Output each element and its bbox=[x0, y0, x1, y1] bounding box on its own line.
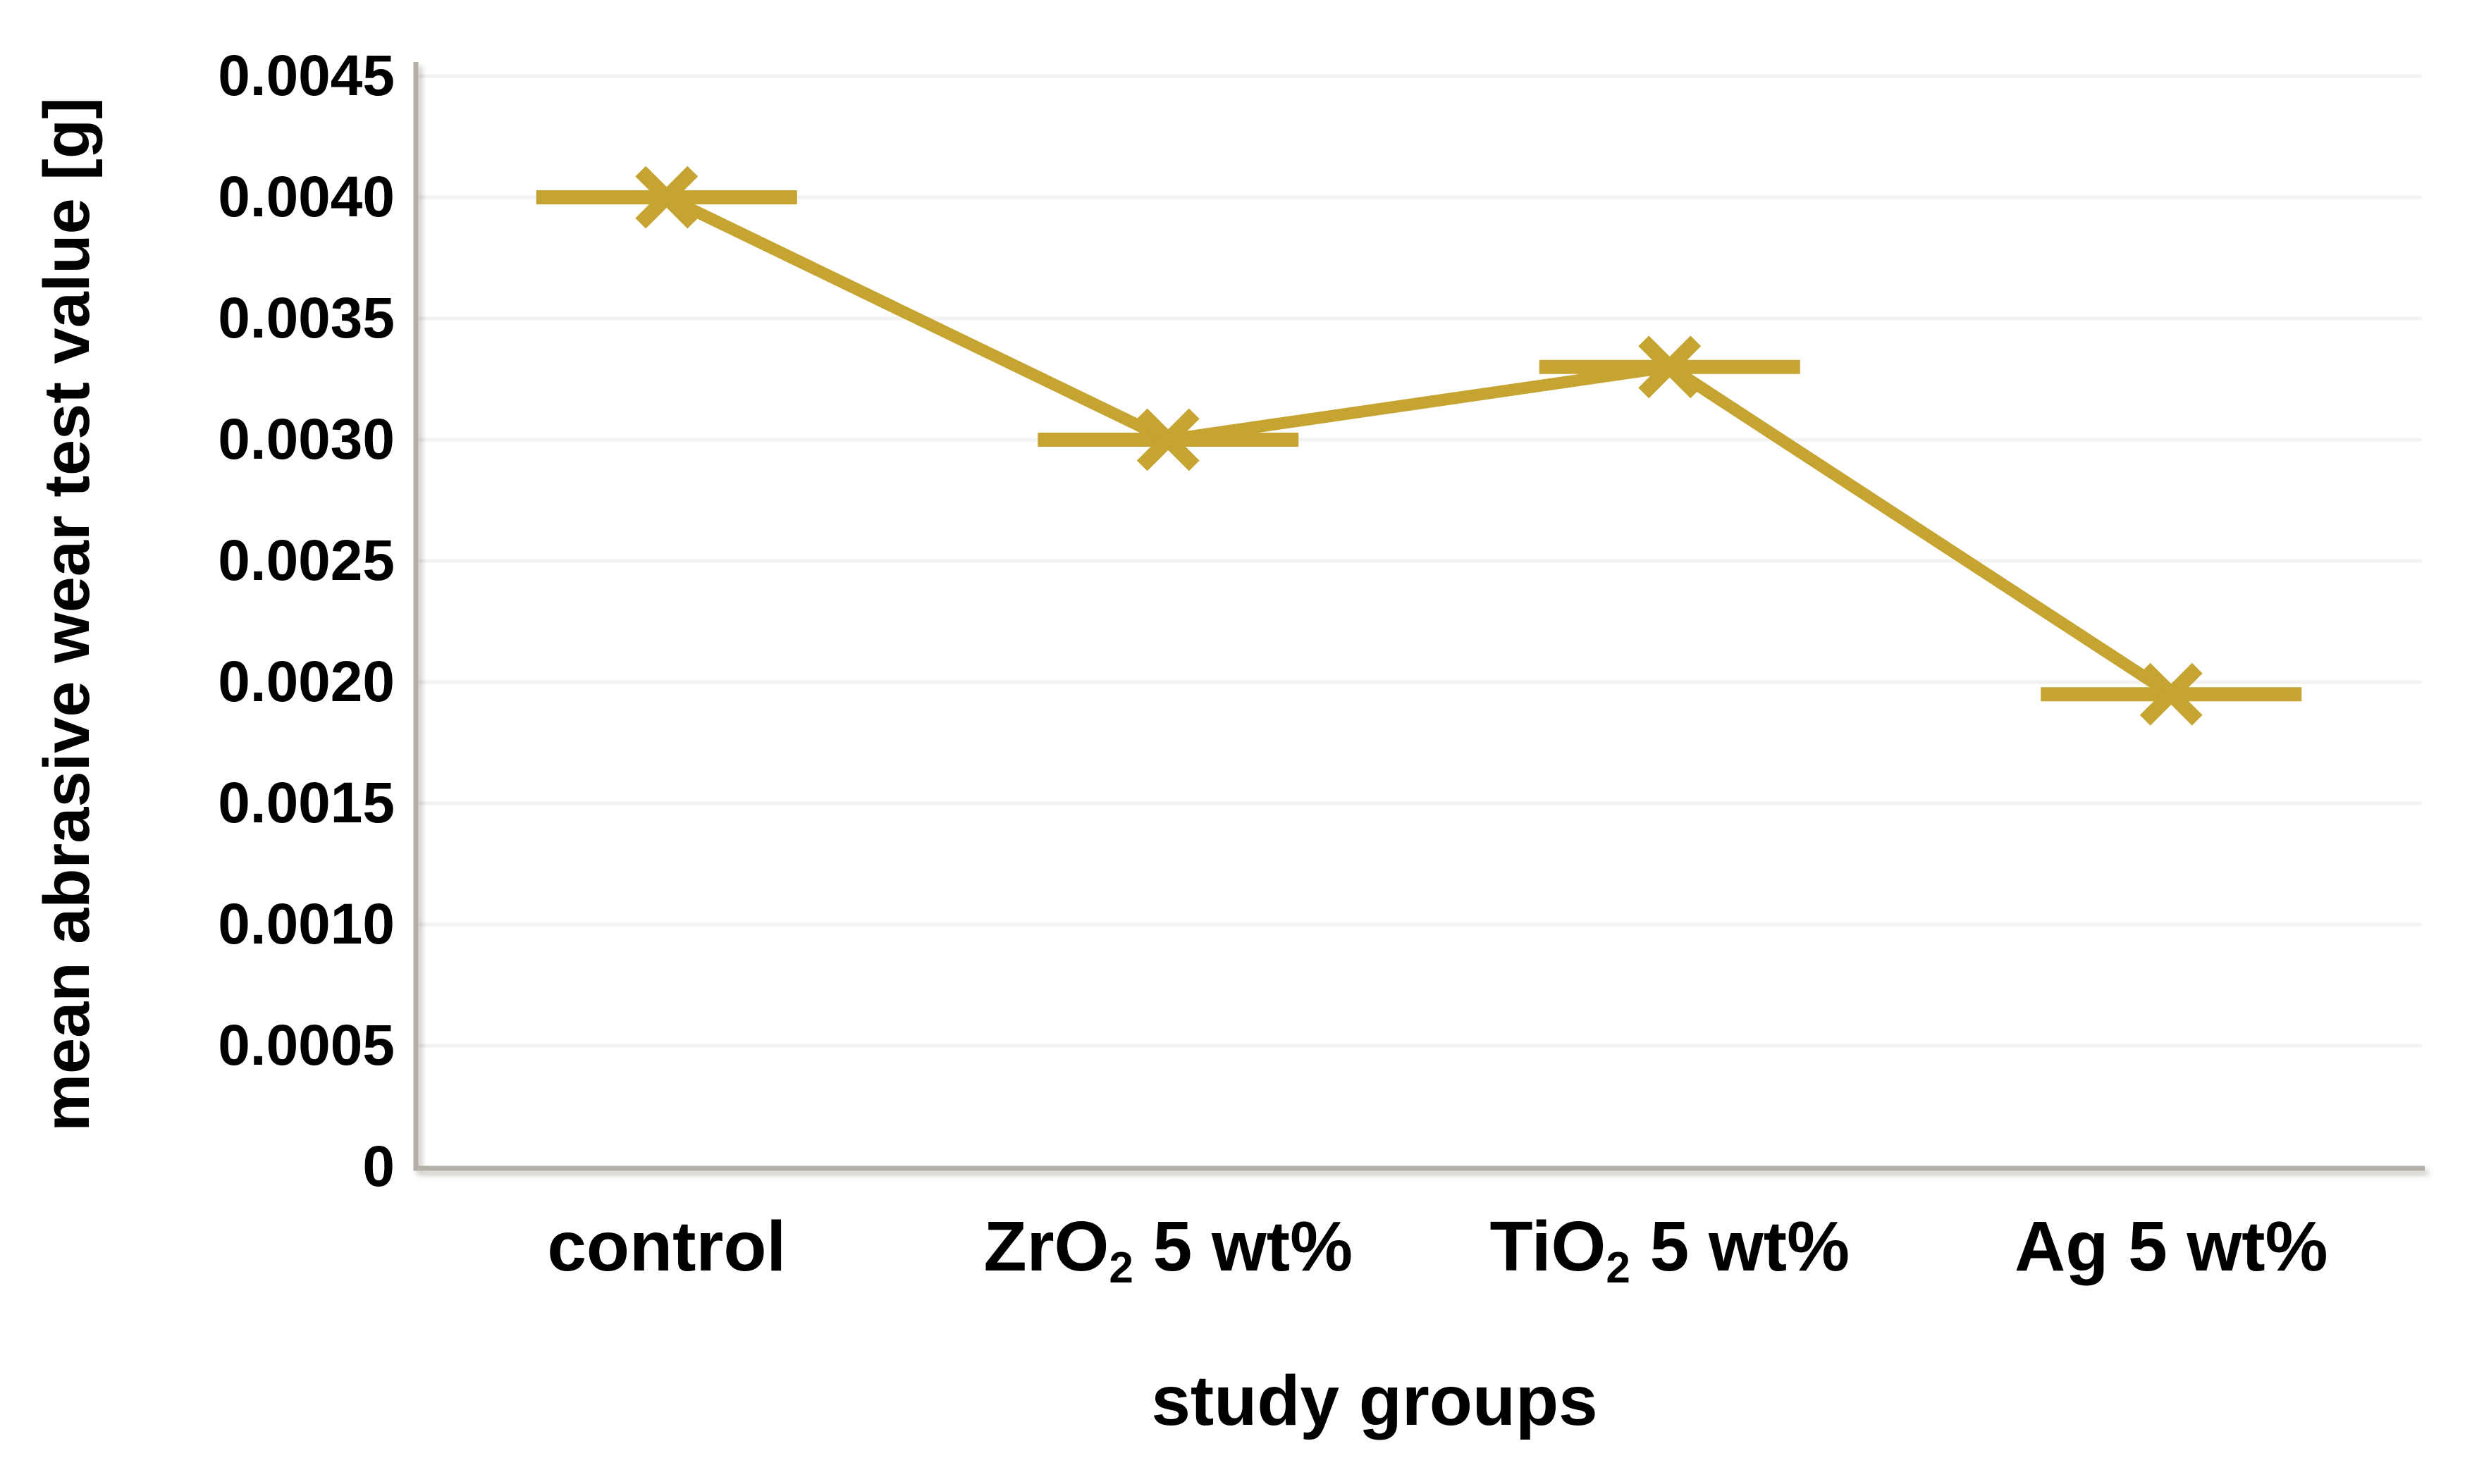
x-category-text: 5 wt% bbox=[1630, 1206, 1850, 1286]
y-axis-title: mean abrasive wear test value [g] bbox=[31, 97, 103, 1132]
y-tick-label: 0.0020 bbox=[218, 650, 395, 714]
y-tick-label: 0.0030 bbox=[218, 407, 395, 471]
x-category-label-tio2: TiO2 5 wt% bbox=[1489, 1211, 1850, 1290]
y-tick-label: 0.0010 bbox=[218, 892, 395, 956]
x-category-text: 5 wt% bbox=[1133, 1206, 1353, 1286]
x-category-text: control bbox=[547, 1206, 787, 1286]
y-tick-label: 0.0005 bbox=[218, 1013, 395, 1077]
y-tick-label: 0.0035 bbox=[218, 286, 395, 350]
y-tick-label: 0 bbox=[362, 1134, 395, 1199]
x-category-label-ag: Ag 5 wt% bbox=[2015, 1211, 2328, 1290]
y-tick-label: 0.0025 bbox=[218, 528, 395, 593]
x-category-text: ZrO bbox=[983, 1206, 1109, 1286]
y-tick-label: 0.0040 bbox=[218, 165, 395, 229]
marker-x bbox=[1136, 408, 1200, 471]
marker-x bbox=[635, 166, 699, 229]
x-category-text: 5 wt% bbox=[2108, 1206, 2328, 1286]
x-category-label-zro2: ZrO2 5 wt% bbox=[984, 1211, 1353, 1290]
series-line bbox=[664, 192, 2175, 700]
x-category-text: Ag bbox=[2015, 1206, 2109, 1286]
marker-x bbox=[1638, 335, 1702, 399]
x-category-subscript: 2 bbox=[1606, 1244, 1630, 1293]
x-category-label-control: control bbox=[547, 1211, 786, 1290]
y-tick-label: 0.0015 bbox=[218, 771, 395, 835]
y-tick-label: 0.0045 bbox=[218, 44, 395, 108]
x-axis-title: study groups bbox=[1151, 1361, 1598, 1440]
x-category-subscript: 2 bbox=[1109, 1244, 1133, 1293]
marker-x bbox=[2139, 662, 2203, 726]
x-category-text: TiO bbox=[1489, 1206, 1606, 1286]
